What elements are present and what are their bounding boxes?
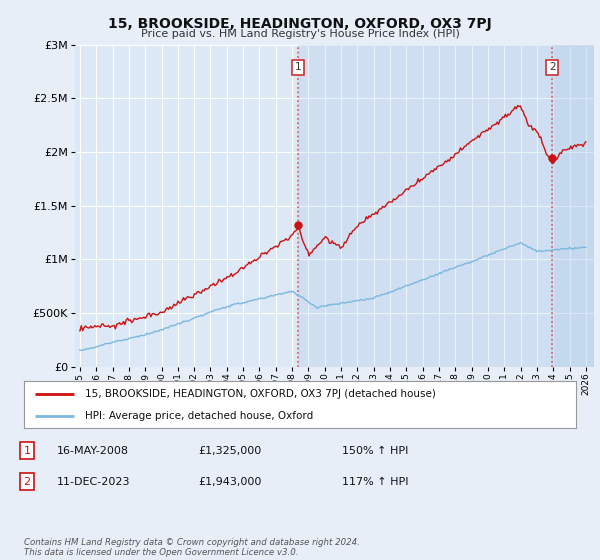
- Text: Price paid vs. HM Land Registry's House Price Index (HPI): Price paid vs. HM Land Registry's House …: [140, 29, 460, 39]
- Text: £1,325,000: £1,325,000: [198, 446, 261, 456]
- Text: 2: 2: [23, 477, 31, 487]
- Text: 15, BROOKSIDE, HEADINGTON, OXFORD, OX3 7PJ (detached house): 15, BROOKSIDE, HEADINGTON, OXFORD, OX3 7…: [85, 389, 436, 399]
- Text: 16-MAY-2008: 16-MAY-2008: [57, 446, 129, 456]
- Text: £1,943,000: £1,943,000: [198, 477, 262, 487]
- Text: 1: 1: [23, 446, 31, 456]
- Text: HPI: Average price, detached house, Oxford: HPI: Average price, detached house, Oxfo…: [85, 410, 313, 421]
- Text: 15, BROOKSIDE, HEADINGTON, OXFORD, OX3 7PJ: 15, BROOKSIDE, HEADINGTON, OXFORD, OX3 7…: [108, 17, 492, 31]
- Bar: [298, 45, 594, 367]
- Bar: [552, 45, 594, 367]
- Text: 117% ↑ HPI: 117% ↑ HPI: [342, 477, 409, 487]
- Text: 150% ↑ HPI: 150% ↑ HPI: [342, 446, 409, 456]
- Text: 2: 2: [549, 62, 556, 72]
- Text: 11-DEC-2023: 11-DEC-2023: [57, 477, 131, 487]
- Text: 1: 1: [295, 62, 301, 72]
- Text: Contains HM Land Registry data © Crown copyright and database right 2024.
This d: Contains HM Land Registry data © Crown c…: [24, 538, 360, 557]
